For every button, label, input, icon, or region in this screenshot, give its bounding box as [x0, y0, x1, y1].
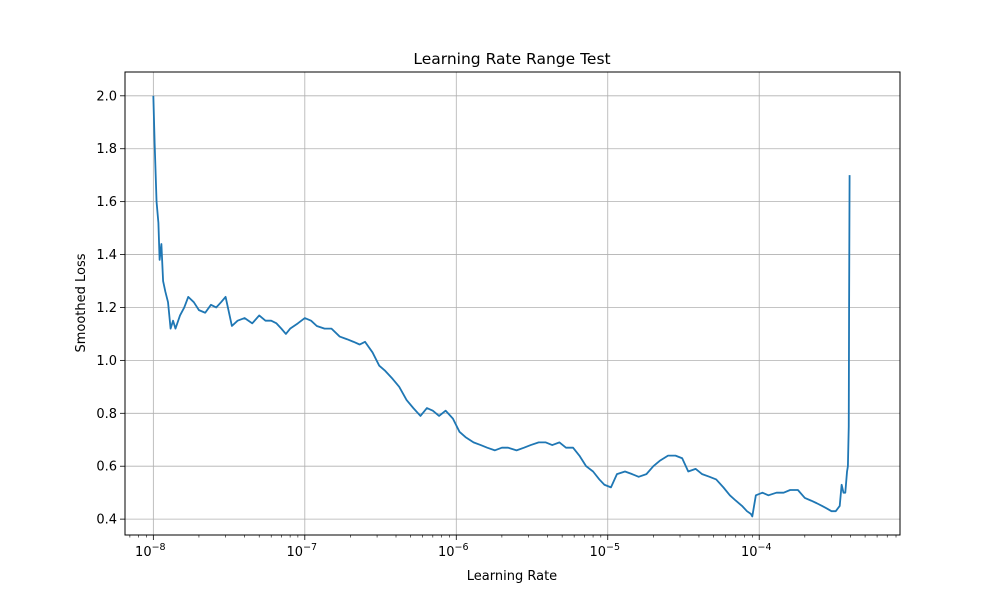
- y-tick-label: 0.8: [96, 407, 117, 422]
- y-tick-label: 1.0: [96, 354, 117, 369]
- y-tick-label: 1.2: [96, 301, 117, 316]
- x-tick-label: 10−6: [438, 542, 469, 560]
- x-axis-label: Learning Rate: [467, 569, 557, 584]
- x-tick-label: 10−4: [741, 542, 772, 560]
- y-tick-label: 1.6: [96, 195, 117, 210]
- series-line: [152, 95, 851, 518]
- x-tick-label: 10−5: [589, 542, 620, 560]
- plot-frame: [124, 71, 901, 536]
- y-tick-label: 1.8: [96, 142, 117, 157]
- y-tick-label: 2.0: [96, 89, 117, 104]
- x-tick-label: 10−8: [135, 542, 166, 560]
- chart-title: Learning Rate Range Test: [413, 50, 610, 68]
- line-layer: [152, 95, 851, 518]
- y-tick-label: 1.4: [96, 248, 117, 263]
- y-axis: 0.4 0.6 0.8 1.0 1.2 1.4 1.6 1.8 2.0: [96, 89, 125, 528]
- y-tick-label: 0.4: [96, 513, 117, 528]
- y-axis-label: Smoothed Loss: [74, 253, 89, 352]
- y-tick-label: 0.6: [96, 460, 117, 475]
- x-tick-label: 10−7: [287, 542, 318, 560]
- x-axis: 10−8 10−7 10−6 10−5 10−4: [129, 535, 897, 560]
- grid-layer: [125, 72, 900, 535]
